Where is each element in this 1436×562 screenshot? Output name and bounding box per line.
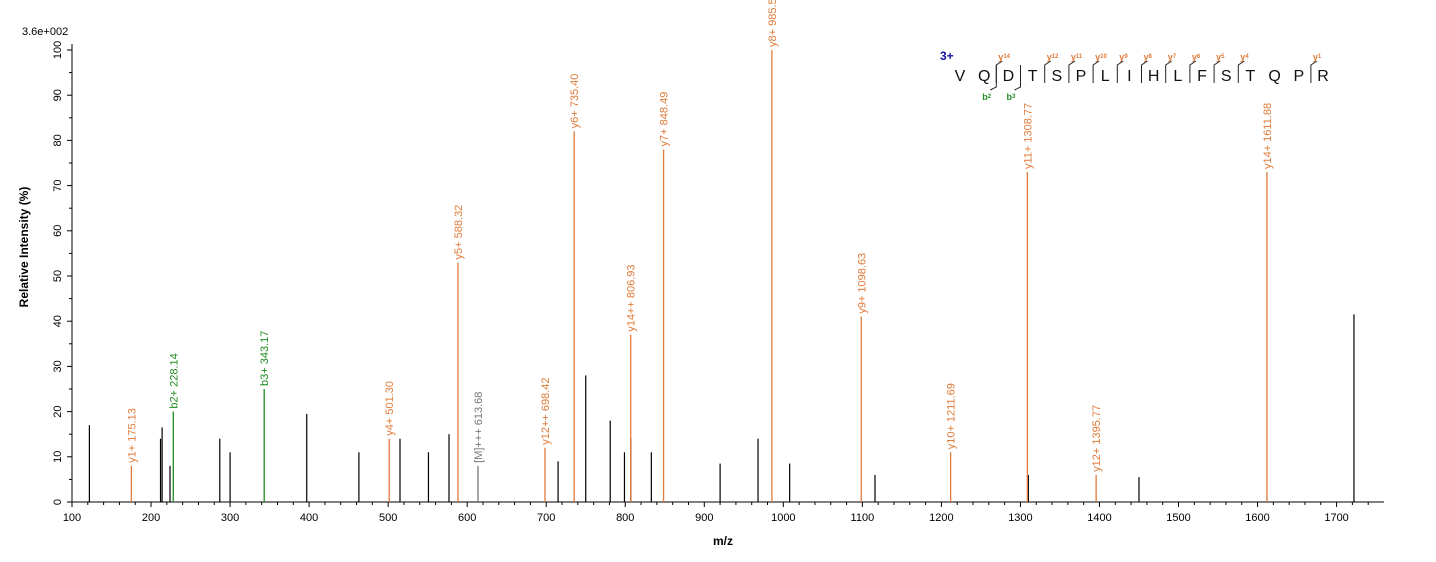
x-tick-label: 200: [142, 512, 160, 524]
y-ion-peak-label: y4+ 501.30: [384, 381, 396, 436]
axes: 100 200 300 400 500 600 700 800 900 1000 1100 1200 1…: [52, 41, 1384, 524]
sequence-residue: F: [1197, 68, 1207, 85]
y-ion-peak-label: y5+ 588.32: [453, 205, 465, 260]
y-cleavage-mark: [1237, 60, 1245, 83]
y-ion-peak-label: y14+ 1611.88: [1262, 103, 1274, 169]
y-cleavage-mark: [1068, 60, 1076, 83]
x-tick-label: 1400: [1087, 512, 1111, 524]
y-ion-peak-label: y10+ 1211.69: [946, 383, 958, 449]
x-tick-label: 900: [695, 512, 713, 524]
sequence-residue: T: [1246, 68, 1256, 85]
b-ion-peak-label: b2+ 228.14: [168, 353, 180, 408]
sequence-residue: P: [1076, 68, 1087, 85]
y-cleavage-mark: [1044, 60, 1051, 83]
intensity-scale-label: 3.6e+002: [22, 26, 68, 38]
x-tick-label: 400: [300, 512, 318, 524]
b-ion-peak-label: b3+ 343.17: [259, 331, 271, 386]
sequence-residue: S: [1051, 68, 1062, 85]
y-fragment-label: y9: [1119, 52, 1128, 62]
y-fragment-label: y1: [1313, 52, 1322, 62]
y-ion-peak-label: y7+ 848.49: [659, 92, 671, 147]
precursor-ion-peak-label: [M]+++ 613.68: [473, 392, 485, 463]
y-fragment-label: y7: [1168, 52, 1177, 62]
y-fragment-label: y12: [1047, 52, 1059, 62]
y-ion-peak-label: y12++ 698.42: [540, 377, 552, 444]
x-tick-label: 500: [379, 512, 397, 524]
y-fragment-label: y5: [1216, 52, 1225, 62]
x-tick-label: 1300: [1008, 512, 1032, 524]
y-cleavage-mark: [1213, 60, 1221, 83]
y-cleavage-mark: [995, 60, 1003, 83]
y-fragment-label: y10: [1095, 52, 1107, 62]
sequence-residue: V: [955, 68, 966, 85]
y-ion-peak-label: y9+ 1098.63: [856, 253, 868, 314]
y-tick-label: 100: [52, 41, 64, 59]
y-fragment-label: y14: [998, 52, 1010, 62]
y-tick-label: 20: [52, 405, 64, 417]
sequence-residue: R: [1317, 68, 1329, 85]
x-tick-label: 1500: [1166, 512, 1190, 524]
y-cleavage-mark: [1310, 60, 1318, 83]
y-cleavage-mark: [1165, 60, 1172, 83]
x-tick-label: 800: [616, 512, 634, 524]
peak-labels: y1+ 175.13 b2+ 228.14 b3+ 343.17 y4+ 501.30…: [126, 0, 1274, 472]
sequence-residue: Q: [1268, 68, 1280, 85]
y-tick-label: 80: [52, 134, 64, 146]
y-fragment-label: y8: [1144, 52, 1153, 62]
b-cleavage-mark: [1014, 65, 1021, 91]
x-tick-label: 1000: [771, 512, 795, 524]
sequence-residue: Q: [978, 68, 990, 85]
x-tick-label: 1700: [1324, 512, 1348, 524]
x-tick-label: 100: [63, 512, 81, 524]
y-fragment-label: y11: [1071, 52, 1083, 62]
peaks: [88, 50, 1355, 502]
y-tick-label: 0: [52, 499, 64, 505]
y-fragment-label: y6: [1192, 52, 1201, 62]
x-axis-title: m/z: [713, 534, 733, 548]
x-tick-label: 1600: [1245, 512, 1269, 524]
sequence-residue: P: [1293, 68, 1304, 85]
sequence-residue: L: [1173, 68, 1182, 85]
sequence-residue: S: [1221, 68, 1232, 85]
y-ion-peak-label: y8+ 985.55: [767, 0, 779, 47]
y-fragment-label: y4: [1240, 52, 1249, 62]
y-ion-peak-label: y1+ 175.13: [126, 408, 138, 463]
sequence-residue: D: [1003, 68, 1015, 85]
sequence-residue: L: [1101, 68, 1110, 85]
y-tick-label: 30: [52, 360, 64, 372]
y-ion-peak-label: y11+ 1308.77: [1022, 103, 1034, 169]
y-tick-label: 60: [52, 225, 64, 237]
y-tick-label: 90: [52, 89, 64, 101]
y-ion-peak-label: y12+ 1395.77: [1091, 405, 1103, 472]
x-tick-label: 700: [537, 512, 555, 524]
x-tick-label: 600: [458, 512, 476, 524]
x-tick-label: 300: [221, 512, 239, 524]
b-fragment-label: b2: [982, 92, 992, 102]
y-tick-label: 70: [52, 179, 64, 191]
y-cleavage-mark: [1116, 60, 1124, 83]
y-tick-label: 40: [52, 315, 64, 327]
y-ion-peak-label: y14++ 806.93: [626, 264, 638, 331]
charge-state-label: 3+: [940, 49, 954, 63]
y-cleavage-mark: [1141, 60, 1148, 83]
y-cleavage-mark: [1092, 60, 1100, 83]
y-ion-peak-label: y6+ 735.40: [569, 74, 581, 129]
x-tick-label: 1200: [929, 512, 953, 524]
x-tick-label: 1100: [851, 512, 875, 524]
y-axis-title: Relative Intensity (%): [17, 187, 31, 308]
b-fragment-label: b3: [1007, 92, 1017, 102]
y-cleavage-mark: [1189, 60, 1197, 83]
sequence-residue: I: [1127, 68, 1131, 85]
sequence-residue: H: [1148, 68, 1160, 85]
b-cleavage-mark: [990, 65, 997, 91]
y-tick-label: 10: [52, 451, 64, 463]
y-tick-label: 50: [52, 270, 64, 282]
sequence-residue: T: [1028, 68, 1038, 85]
